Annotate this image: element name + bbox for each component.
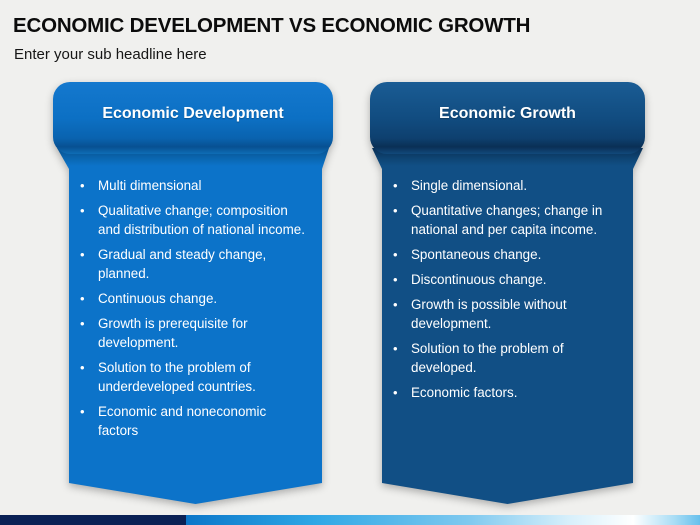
bullet-icon: •: [393, 272, 398, 287]
bullet-icon: •: [80, 316, 85, 331]
list-item: • Spontaneous change.: [393, 245, 618, 264]
footer-bar-navy: [0, 515, 186, 525]
bullet-icon: •: [393, 297, 398, 312]
bullet-icon: •: [393, 247, 398, 262]
list-item: • Gradual and steady change, planned.: [80, 245, 305, 283]
list-item-text: Solution to the problem of underdevelope…: [98, 360, 256, 394]
bullet-icon: •: [393, 178, 398, 193]
page-subtitle: Enter your sub headline here: [14, 46, 207, 63]
footer-bar-gradient: [186, 515, 700, 525]
list-item: • Growth is prerequisite for development.: [80, 314, 305, 352]
list-item-text: Quantitative changes; change in national…: [411, 203, 603, 237]
list-item: • Single dimensional.: [393, 176, 618, 195]
list-item-text: Spontaneous change.: [411, 247, 542, 262]
bullet-icon: •: [80, 404, 85, 419]
list-item-text: Gradual and steady change, planned.: [98, 247, 267, 281]
list-item: • Multi dimensional: [80, 176, 305, 195]
bullet-icon: •: [393, 203, 398, 218]
bullet-icon: •: [393, 341, 398, 356]
page-title: ECONOMIC DEVELOPMENT VS ECONOMIC GROWTH: [13, 14, 531, 37]
list-item-text: Economic factors.: [411, 385, 518, 400]
list-item: • Quantitative changes; change in nationa…: [393, 201, 618, 239]
list-item-text: Discontinuous change.: [411, 272, 547, 287]
banner-left-list: • Multi dimensional • Qualitative change; c…: [80, 176, 305, 446]
bullet-icon: •: [80, 247, 85, 262]
list-item-text: Continuous change.: [98, 291, 218, 306]
banner-right-title: Economic Growth: [439, 105, 576, 122]
banner-right-list: • Single dimensional. • Quantitative change…: [393, 176, 618, 408]
list-item: • Qualitative change; composition and dis…: [80, 201, 305, 239]
list-item: • Continuous change.: [80, 289, 305, 308]
list-item-text: Solution to the problem of developed.: [411, 341, 564, 375]
list-item: • Economic and noneconomic factors: [80, 402, 305, 440]
list-item: • Solution to the problem of underdevelop…: [80, 358, 305, 396]
banner-left-title: Economic Development: [102, 105, 284, 122]
list-item: • Discontinuous change.: [393, 270, 618, 289]
list-item-text: Growth is possible without development.: [411, 297, 567, 331]
banner-right-neck-shape: [372, 148, 643, 169]
bullet-icon: •: [80, 291, 85, 306]
bullet-icon: •: [80, 203, 85, 218]
list-item: • Economic factors.: [393, 383, 618, 402]
list-item-text: Multi dimensional: [98, 178, 202, 193]
list-item-text: Single dimensional.: [411, 178, 528, 193]
list-item-text: Qualitative change; composition and dist…: [98, 203, 305, 237]
list-item: • Growth is possible without development.: [393, 295, 618, 333]
bullet-icon: •: [393, 385, 398, 400]
banner-left-neck-shape: [57, 148, 329, 169]
bullet-icon: •: [80, 360, 85, 375]
list-item-text: Economic and noneconomic factors: [98, 404, 267, 438]
bullet-icon: •: [80, 178, 85, 193]
list-item-text: Growth is prerequisite for development.: [98, 316, 248, 350]
list-item: • Solution to the problem of developed.: [393, 339, 618, 377]
